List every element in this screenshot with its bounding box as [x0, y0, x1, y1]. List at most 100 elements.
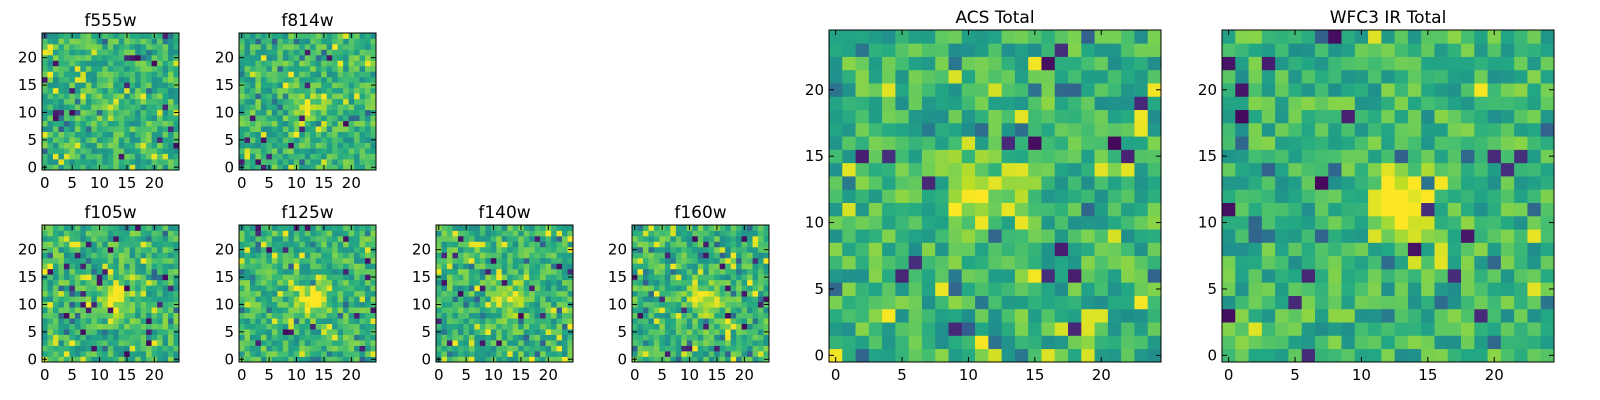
heatmap-cell: [315, 274, 322, 281]
heatmap-cell: [692, 257, 699, 264]
heatmap-cell: [85, 225, 92, 231]
heatmap-cell: [747, 268, 753, 275]
heatmap-cell: [140, 109, 147, 116]
heatmap-cell: [244, 126, 251, 132]
x-tick-label: 5: [657, 366, 667, 384]
heatmap-cell: [752, 334, 759, 341]
heatmap-cell: [961, 269, 976, 283]
x-tick-label: 10: [287, 366, 306, 384]
heatmap-cell: [310, 60, 317, 67]
heatmap-cell: [1121, 308, 1135, 323]
y-tick-label: 20: [215, 241, 234, 259]
heatmap-cell: [1368, 335, 1382, 350]
heatmap-cell: [659, 351, 666, 357]
heatmap-cell: [697, 285, 704, 292]
heatmap-cell: [304, 82, 311, 89]
heatmap-cell: [1068, 56, 1082, 71]
heatmap-cell: [664, 323, 671, 330]
heatmap-cell: [1328, 202, 1342, 217]
heatmap-cell: [304, 318, 311, 324]
heatmap-cell: [146, 263, 152, 270]
heatmap-cell: [260, 285, 267, 292]
heatmap-cell: [277, 312, 284, 319]
x-tick-label: 20: [735, 366, 754, 384]
heatmap-cell: [501, 296, 508, 303]
heatmap-cell: [239, 290, 245, 297]
heatmap-cell: [758, 279, 764, 286]
heatmap-cell: [173, 279, 180, 286]
heatmap-cell: [1540, 189, 1555, 203]
heatmap-cell: [354, 241, 360, 248]
heatmap-cell: [85, 43, 92, 50]
heatmap-cell: [948, 335, 963, 350]
heatmap-cell: [58, 351, 65, 357]
heatmap-cell: [326, 340, 333, 346]
heatmap-cell: [244, 356, 251, 363]
heatmap-cell: [58, 340, 65, 346]
heatmap-cell: [255, 120, 262, 127]
heatmap-cell: [288, 148, 295, 154]
y-tick-label: 5: [27, 323, 37, 341]
heatmap-cell: [512, 274, 519, 281]
heatmap-cell: [146, 93, 152, 100]
heatmap-cell: [102, 312, 109, 319]
heatmap-cell: [562, 246, 568, 253]
heatmap-cell: [1381, 162, 1395, 177]
heatmap-cell: [47, 164, 54, 171]
heatmap-cell: [348, 274, 355, 281]
heatmap-cell: [507, 252, 514, 259]
heatmap-cell: [146, 104, 152, 111]
heatmap-cell: [1514, 335, 1528, 350]
heatmap-cell: [304, 98, 311, 105]
heatmap-cell: [562, 263, 568, 270]
heatmap-cell: [1275, 189, 1289, 203]
heatmap-cell: [1028, 229, 1042, 243]
heatmap-cell: [1434, 335, 1449, 350]
heatmap-cell: [988, 69, 1002, 84]
heatmap-cell: [1421, 322, 1435, 336]
heatmap-cell: [260, 301, 267, 308]
heatmap-cell: [1500, 308, 1515, 323]
heatmap-cell: [85, 33, 92, 39]
heatmap-cell: [534, 252, 541, 259]
heatmap-cell: [135, 356, 141, 363]
heatmap-cell: [299, 290, 306, 297]
heatmap-cell: [239, 159, 245, 165]
heatmap-cell: [96, 296, 103, 303]
heatmap-cell: [714, 257, 721, 264]
heatmap-cell: [348, 241, 355, 248]
heatmap-cell: [107, 33, 114, 39]
heatmap-cell: [708, 279, 715, 286]
heatmap-cell: [140, 290, 147, 297]
heatmap-cell: [948, 242, 963, 257]
heatmap-cell: [562, 230, 568, 237]
heatmap-cell: [326, 334, 333, 341]
heatmap-cell: [249, 246, 256, 253]
heatmap-cell: [988, 242, 1002, 257]
heatmap-cell: [1134, 136, 1149, 150]
heatmap-cell: [157, 137, 163, 143]
heatmap-cell: [135, 279, 141, 286]
heatmap-cell: [670, 340, 677, 346]
heatmap-cell: [1054, 176, 1069, 190]
heatmap-cell: [1461, 308, 1475, 323]
heatmap-cell: [436, 312, 442, 319]
heatmap-cell: [545, 274, 552, 281]
heatmap-cell: [1134, 322, 1149, 336]
heatmap-cell: [1107, 136, 1122, 150]
heatmap-cell: [63, 43, 70, 50]
heatmap-cell: [485, 356, 492, 363]
heatmap-cell: [310, 153, 317, 160]
heatmap-cell: [304, 54, 311, 61]
heatmap-cell: [534, 340, 541, 346]
heatmap-cell: [315, 356, 322, 363]
heatmap-cell: [758, 323, 764, 330]
heatmap-cell: [1381, 189, 1395, 203]
heatmap-cell: [1288, 149, 1303, 164]
heatmap-cell: [277, 290, 284, 297]
heatmap-cell: [529, 285, 535, 292]
heatmap-cell: [659, 307, 666, 314]
heatmap-cell: [321, 137, 328, 143]
heatmap-cell: [162, 120, 169, 127]
heatmap-cell: [74, 329, 81, 335]
